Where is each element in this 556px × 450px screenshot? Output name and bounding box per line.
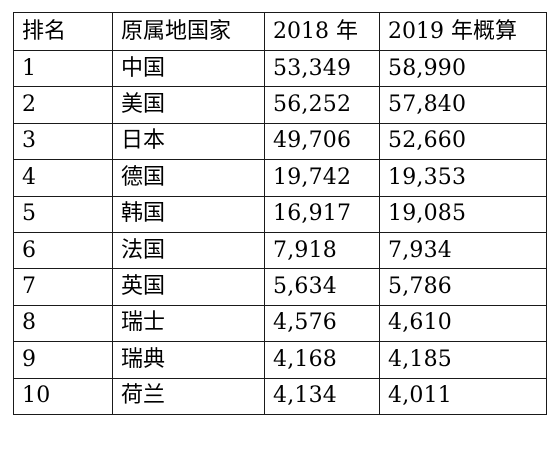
cell-2019: 4,185 (379, 341, 547, 379)
table-row: 10 荷兰 4,134 4,011 (13, 377, 547, 415)
table-row: 7 英国 5,634 5,786 (13, 268, 547, 306)
cell-2018: 4,134 (264, 377, 380, 415)
cell-rank: 7 (13, 268, 113, 306)
header-rank: 排名 (13, 12, 113, 51)
cell-2019: 4,610 (379, 304, 547, 343)
cell-rank: 3 (13, 122, 113, 161)
header-country: 原属地国家 (112, 12, 265, 51)
table-row: 8 瑞士 4,576 4,610 (13, 304, 547, 343)
cell-rank: 9 (13, 341, 113, 379)
ranking-table: 排名 原属地国家 2018 年 2019 年概算 1 中国 53,349 58,… (13, 12, 547, 415)
cell-country: 德国 (112, 159, 265, 197)
cell-2018: 56,252 (264, 86, 380, 124)
cell-2018: 49,706 (264, 122, 380, 161)
table-header-row: 排名 原属地国家 2018 年 2019 年概算 (13, 12, 547, 51)
cell-country: 荷兰 (112, 377, 265, 415)
table-row: 6 法国 7,918 7,934 (13, 231, 547, 270)
cell-2018: 7,918 (264, 231, 380, 270)
table-row: 4 德国 19,742 19,353 (13, 159, 547, 197)
table-body: 1 中国 53,349 58,990 2 美国 56,252 57,840 3 … (13, 49, 547, 415)
cell-2019: 19,085 (379, 195, 547, 233)
cell-country: 瑞典 (112, 341, 265, 379)
cell-rank: 4 (13, 159, 113, 197)
cell-country: 法国 (112, 231, 265, 270)
cell-country: 日本 (112, 122, 265, 161)
cell-2018: 53,349 (264, 49, 380, 88)
cell-2018: 16,917 (264, 195, 380, 233)
cell-2018: 4,576 (264, 304, 380, 343)
cell-rank: 8 (13, 304, 113, 343)
cell-2018: 5,634 (264, 268, 380, 306)
table-row: 2 美国 56,252 57,840 (13, 86, 547, 124)
cell-2019: 57,840 (379, 86, 547, 124)
cell-2019: 58,990 (379, 49, 547, 88)
cell-rank: 2 (13, 86, 113, 124)
header-2018: 2018 年 (264, 12, 380, 51)
cell-country: 美国 (112, 86, 265, 124)
cell-2018: 19,742 (264, 159, 380, 197)
table-row: 9 瑞典 4,168 4,185 (13, 341, 547, 379)
cell-2019: 7,934 (379, 231, 547, 270)
cell-2019: 5,786 (379, 268, 547, 306)
cell-rank: 6 (13, 231, 113, 270)
cell-2019: 19,353 (379, 159, 547, 197)
header-2019-estimate: 2019 年概算 (379, 12, 547, 51)
cell-2019: 52,660 (379, 122, 547, 161)
cell-rank: 5 (13, 195, 113, 233)
table-row: 1 中国 53,349 58,990 (13, 49, 547, 88)
cell-country: 韩国 (112, 195, 265, 233)
cell-country: 中国 (112, 49, 265, 88)
cell-country: 瑞士 (112, 304, 265, 343)
table-row: 3 日本 49,706 52,660 (13, 122, 547, 161)
cell-2018: 4,168 (264, 341, 380, 379)
cell-rank: 10 (13, 377, 113, 415)
cell-2019: 4,011 (379, 377, 547, 415)
table-row: 5 韩国 16,917 19,085 (13, 195, 547, 233)
cell-rank: 1 (13, 49, 113, 88)
cell-country: 英国 (112, 268, 265, 306)
